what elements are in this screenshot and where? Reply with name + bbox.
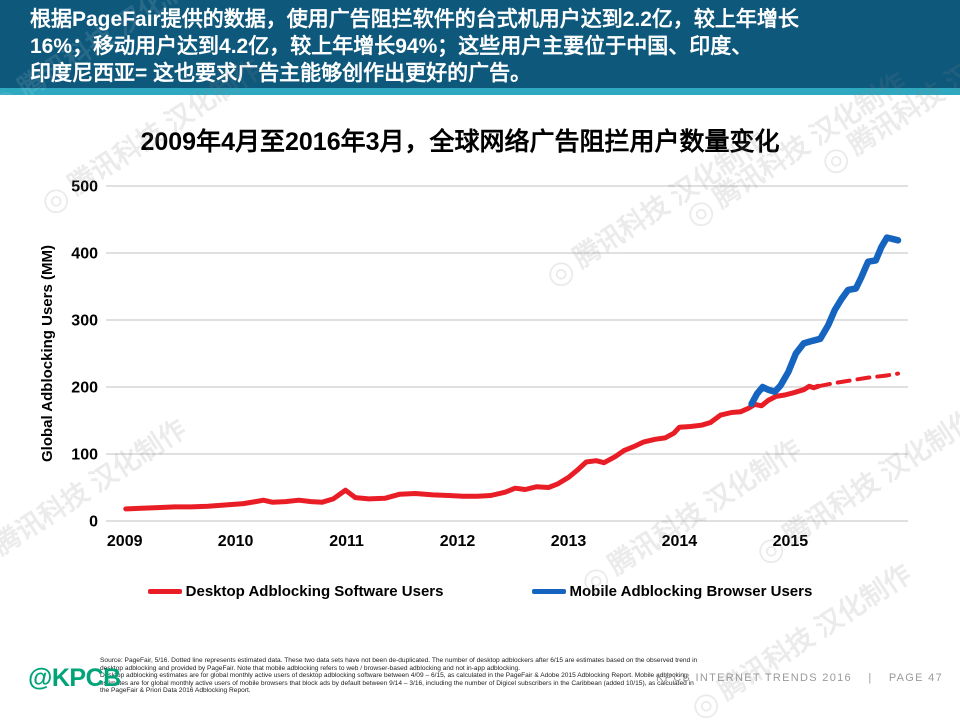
header-text-line1: 根据PageFair提供的数据，使用广告阻拦软件的台式机用户达到2.2亿，较上年… <box>30 8 799 31</box>
footnote-line-4: estimates are for global monthly active … <box>100 679 694 687</box>
footer-page-info: KPCB INTERNET TRENDS 2016 | PAGE 47 <box>654 672 945 684</box>
header-text-line3: 印度尼西亚= 这也要求广告主能够创作出更好的广告。 <box>30 62 532 85</box>
adblocking-users-line-chart: 0 100 200 300 400 500 2009 2010 2011 2012 2013 2014… <box>39 179 908 550</box>
source-footnote: Source: PageFair, 5/16. Dotted line repr… <box>100 657 720 695</box>
y-tick-label-500: 500 <box>71 179 98 196</box>
footnote-line-5: the PageFair & Priori Data 2016 Adblocki… <box>100 687 251 694</box>
mobile-line-swatch <box>531 589 566 594</box>
x-tick-label-2010: 2010 <box>218 533 254 550</box>
series-line-desktop <box>123 383 821 512</box>
legend-item-mobile: Mobile Adblocking Browser Users <box>531 583 813 600</box>
x-tick-label-2013: 2013 <box>551 533 587 550</box>
legend-label-mobile: Mobile Adblocking Browser Users <box>569 583 813 600</box>
y-tick-label-0: 0 <box>89 514 98 531</box>
chart-title: 2009年4月至2016年3月，全球网络广告阻拦用户数量变化 <box>140 128 780 156</box>
footer-report-name: KPCB INTERNET TRENDS 2016 <box>656 672 852 684</box>
legend-label-desktop: Desktop Adblocking Software Users <box>185 583 444 600</box>
header-accent-stripe <box>0 88 960 95</box>
y-tick-label-300: 300 <box>71 313 98 330</box>
y-tick-label-400: 400 <box>71 246 98 263</box>
footnote-line-1: Source: PageFair, 5/16. Dotted line repr… <box>100 657 698 664</box>
legend-item-desktop: Desktop Adblocking Software Users <box>147 583 444 600</box>
footer-divider: | <box>868 672 873 684</box>
series-line-desktop-estimated <box>816 371 900 389</box>
y-tick-label-100: 100 <box>71 447 98 464</box>
header-text-line2: 16%；移动用户达到4.2亿，较上年增长94%；这些用户主要位于中国、印度、 <box>30 35 753 58</box>
header-banner: 根据PageFair提供的数据，使用广告阻拦软件的台式机用户达到2.2亿，较上年… <box>0 0 960 88</box>
footnote-line-3: Desktop adblocking estimates are for glo… <box>100 672 688 679</box>
footer-page-number: PAGE 47 <box>888 672 943 684</box>
x-tick-label-2011: 2011 <box>329 533 364 550</box>
chart-legend: Desktop Adblocking Software Users Mobile… <box>0 583 960 600</box>
x-tick-label-2015: 2015 <box>773 533 809 550</box>
y-axis-title: Global Adblocking Users (MM) <box>39 245 56 462</box>
watermark-9: ◎腾讯科技 汉化制作 <box>683 558 917 727</box>
x-tick-label-2009: 2009 <box>107 533 143 550</box>
y-tick-label-200: 200 <box>71 380 98 397</box>
footnote-line-2: desktop adblocking and provided by PageF… <box>100 664 521 672</box>
desktop-line-swatch <box>147 589 182 594</box>
x-tick-label-2012: 2012 <box>440 533 476 550</box>
x-tick-label-2014: 2014 <box>662 533 698 550</box>
kpcb-logo: @KPCB <box>28 664 121 692</box>
series-line-mobile <box>748 234 902 408</box>
